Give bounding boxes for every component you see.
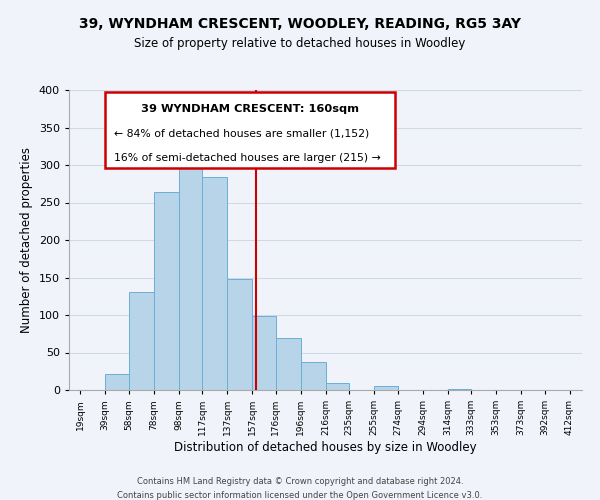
Text: Contains HM Land Registry data © Crown copyright and database right 2024.: Contains HM Land Registry data © Crown c… — [137, 478, 463, 486]
X-axis label: Distribution of detached houses by size in Woodley: Distribution of detached houses by size … — [174, 441, 477, 454]
Bar — [105, 374, 129, 390]
Bar — [202, 177, 227, 390]
Bar — [301, 362, 325, 390]
Bar — [275, 338, 301, 390]
Bar — [227, 279, 252, 390]
Text: Contains public sector information licensed under the Open Government Licence v3: Contains public sector information licen… — [118, 491, 482, 500]
Text: Size of property relative to detached houses in Woodley: Size of property relative to detached ho… — [134, 38, 466, 51]
Bar — [448, 388, 471, 390]
Text: ← 84% of detached houses are smaller (1,152): ← 84% of detached houses are smaller (1,… — [114, 129, 370, 139]
FancyBboxPatch shape — [105, 92, 395, 168]
Bar — [179, 166, 202, 390]
Bar — [129, 292, 154, 390]
Bar — [154, 192, 179, 390]
Bar — [374, 386, 398, 390]
Bar — [325, 383, 349, 390]
Y-axis label: Number of detached properties: Number of detached properties — [20, 147, 33, 333]
Text: 16% of semi-detached houses are larger (215) →: 16% of semi-detached houses are larger (… — [114, 153, 381, 163]
Text: 39, WYNDHAM CRESCENT, WOODLEY, READING, RG5 3AY: 39, WYNDHAM CRESCENT, WOODLEY, READING, … — [79, 18, 521, 32]
Text: 39 WYNDHAM CRESCENT: 160sqm: 39 WYNDHAM CRESCENT: 160sqm — [141, 104, 359, 114]
Bar — [252, 316, 275, 390]
